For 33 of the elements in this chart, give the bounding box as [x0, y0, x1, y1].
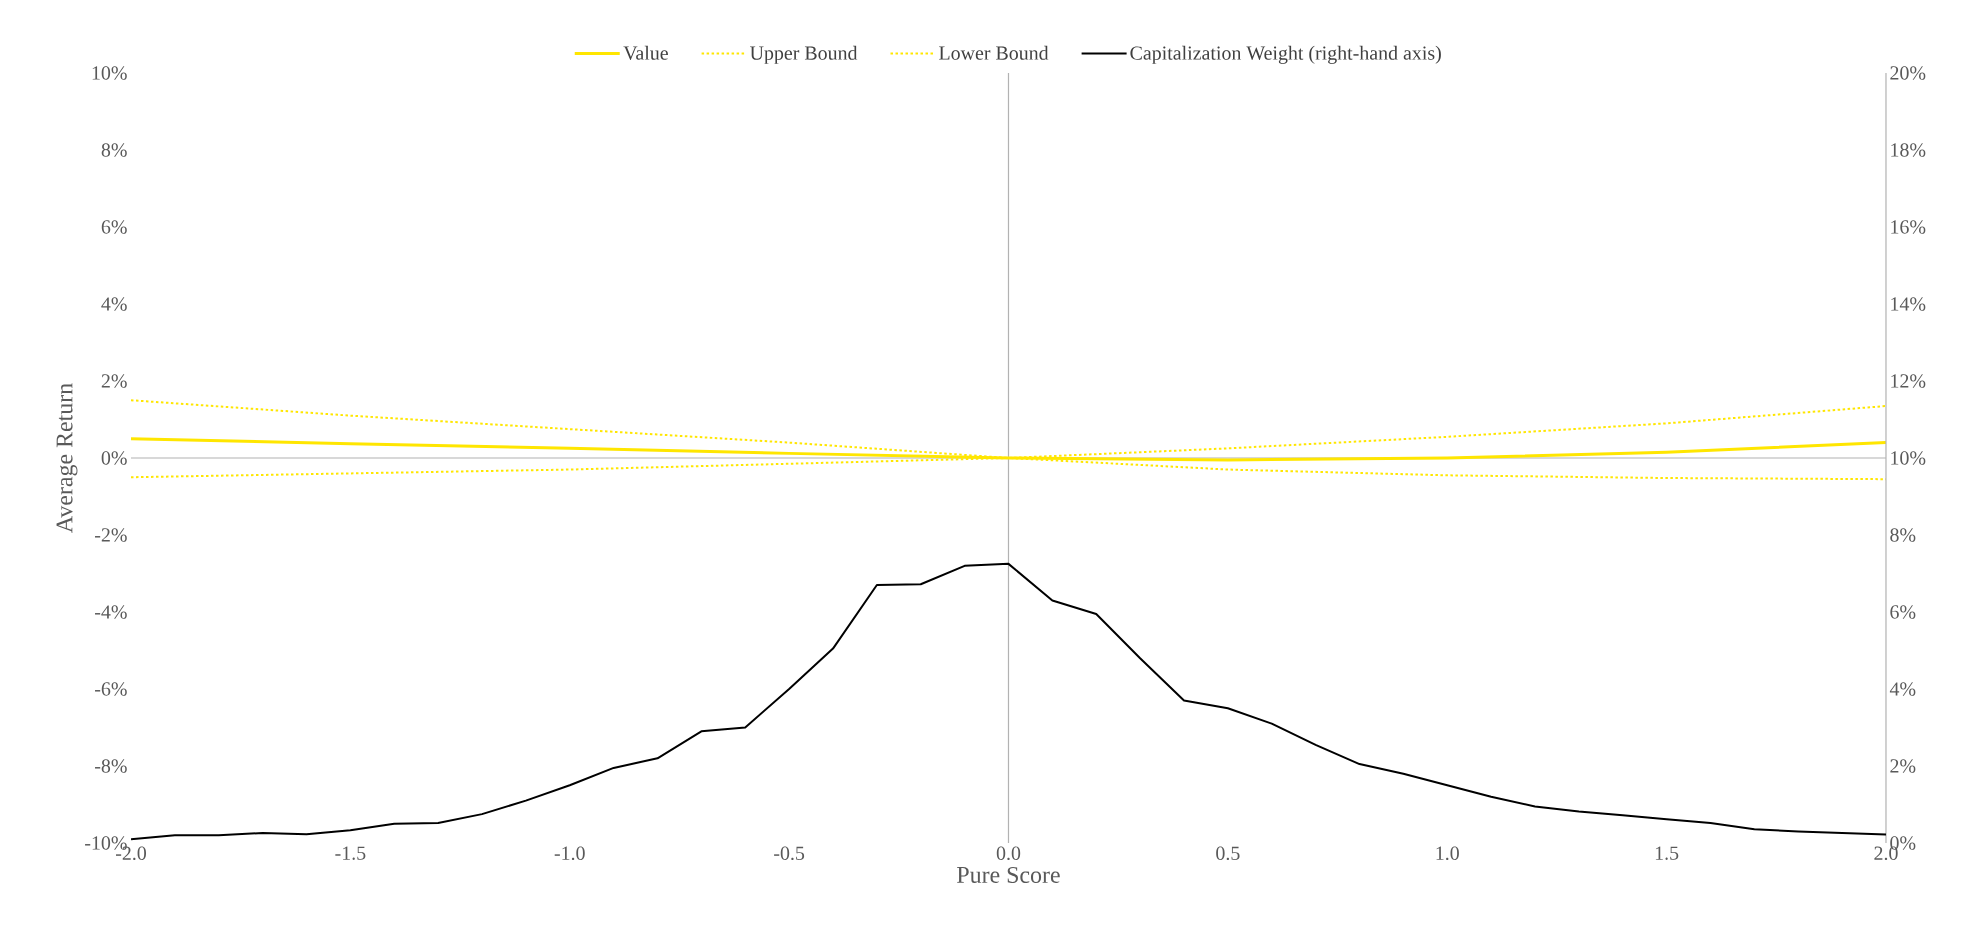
y2-tick-label: 8%: [1890, 528, 1916, 542]
y-tick-label: 10%: [92, 66, 127, 80]
y2-tick-label: 6%: [1890, 605, 1916, 619]
y-tick-label: -6%: [95, 682, 127, 696]
y2-tick-label: 12%: [1891, 374, 1926, 388]
y2-tick-label: 2%: [1890, 759, 1916, 773]
x-tick-label: -1.5: [335, 846, 366, 860]
x-tick-label: 0.5: [1216, 846, 1240, 861]
legend-label: Capitalization Weight (right-hand axis): [1130, 45, 1441, 64]
x-tick-label: 0.0: [996, 846, 1021, 861]
y-tick-label: 8%: [101, 143, 127, 157]
y2-tick-label: 18%: [1891, 143, 1926, 157]
y-tick-label: -4%: [95, 605, 127, 619]
y-tick-label: 0%: [101, 451, 127, 465]
y-tick-label: -8%: [95, 759, 127, 773]
x-tick-label: 1.0: [1436, 846, 1459, 861]
y2-tick-label: 4%: [1889, 682, 1916, 696]
y-tick-label: 2%: [101, 374, 127, 388]
y-axis-title: Average Return: [56, 383, 78, 533]
x-axis-title: Pure Score: [957, 866, 1060, 883]
legend-label: Lower Bound: [939, 45, 1049, 60]
legend-label: Value: [623, 45, 668, 60]
y-tick-label: -2%: [95, 528, 127, 542]
x-tick-label: -1.0: [554, 846, 585, 861]
y2-tick-label: 10%: [1891, 451, 1926, 465]
legend-label: Upper Bound: [750, 45, 858, 64]
x-tick-label: -0.5: [774, 846, 805, 861]
y2-tick-label: 16%: [1891, 220, 1926, 234]
y2-tick-label: 20%: [1890, 66, 1926, 80]
x-tick-label: 1.5: [1655, 846, 1679, 860]
y-tick-label: 6%: [101, 220, 127, 234]
y2-tick-label: 14%: [1891, 297, 1926, 311]
y-tick-label: 4%: [101, 297, 127, 311]
